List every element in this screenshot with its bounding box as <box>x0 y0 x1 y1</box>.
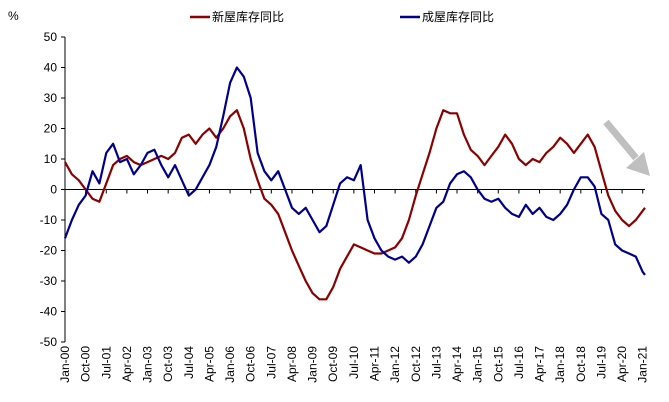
legend: 新屋库存同比 成屋库存同比 <box>190 9 494 24</box>
downward-arrow <box>603 119 650 176</box>
x-axis: Jan-00 Oct-00 Jul-01 Apr-02 Jan-03 Oct-03 Jul-… <box>58 189 650 383</box>
x-tick-label: Oct-15 <box>491 346 505 382</box>
x-tick-label: Apr-11 <box>367 346 381 381</box>
x-tick-label: Oct-12 <box>409 346 423 382</box>
x-tick-label: Jul-01 <box>99 346 113 379</box>
x-tick-label: Jan-15 <box>471 346 485 383</box>
x-tick-label: Apr-17 <box>533 346 547 382</box>
x-tick-label: Jul-19 <box>594 346 608 379</box>
y-tick-label: 40 <box>44 61 58 75</box>
legend-label-new-home: 新屋库存同比 <box>212 9 284 24</box>
x-tick-label: Jan-06 <box>223 346 237 383</box>
series-line-new-home-inventory <box>64 109 646 301</box>
y-tick-label: -30 <box>40 274 58 288</box>
y-unit-label: % <box>8 9 19 23</box>
y-tick-label: 10 <box>44 152 58 166</box>
x-tick-label: Jan-00 <box>58 346 72 383</box>
legend-label-existing-home: 成屋库存同比 <box>422 9 494 24</box>
x-tick-label: Oct-06 <box>244 346 258 382</box>
y-tick-label: 20 <box>44 122 58 136</box>
x-tick-label: Oct-09 <box>326 346 340 382</box>
y-tick-label: 30 <box>44 91 58 105</box>
y-tick-label: 0 <box>50 183 57 197</box>
x-tick-label: Jul-07 <box>264 346 278 379</box>
x-tick-label: Jul-16 <box>512 346 526 379</box>
x-tick-label: Apr-14 <box>450 346 464 382</box>
x-tick-label: Apr-05 <box>202 346 216 382</box>
x-tick-label: Jul-04 <box>182 346 196 379</box>
x-tick-label: Apr-02 <box>120 346 134 382</box>
x-tick-label: Jan-21 <box>636 346 650 383</box>
x-tick-label: Oct-00 <box>79 346 93 382</box>
y-tick-label: -40 <box>40 305 58 319</box>
x-tick-label: Apr-20 <box>615 346 629 382</box>
y-axis: 50 40 30 20 10 0 -10 -20 -30 -40 -50 <box>40 30 66 349</box>
x-tick-label: Apr-08 <box>285 346 299 382</box>
x-tick-label: Jan-09 <box>306 346 320 383</box>
series-lines <box>63 66 646 301</box>
x-tick-label: Jan-03 <box>141 346 155 383</box>
y-tick-label: -50 <box>40 335 58 349</box>
x-tick-label: Oct-03 <box>161 346 175 382</box>
x-tick-label: Jul-10 <box>347 346 361 379</box>
x-tick-label: Oct-18 <box>574 346 588 382</box>
y-tick-label: 50 <box>44 30 58 44</box>
y-tick-label: -20 <box>40 244 58 258</box>
x-tick-label: Jul-13 <box>429 346 443 379</box>
x-tick-label: Jan-12 <box>388 346 402 383</box>
x-tick-label: Jan-18 <box>553 346 567 383</box>
y-tick-label: -10 <box>40 213 58 227</box>
series-line-existing-home-inventory <box>63 66 646 276</box>
